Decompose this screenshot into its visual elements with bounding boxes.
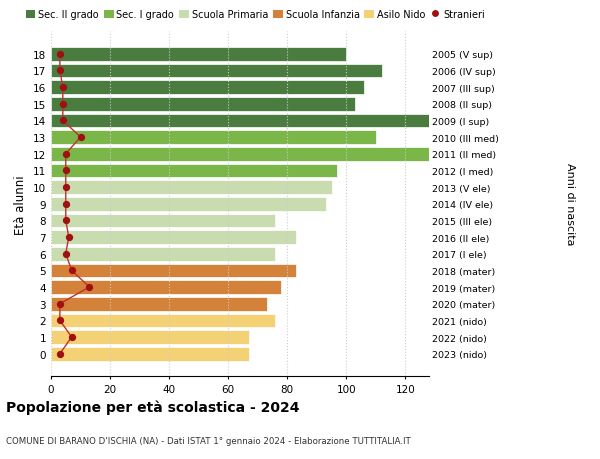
Point xyxy=(61,251,71,258)
Bar xyxy=(51,330,249,344)
Point xyxy=(55,67,65,75)
Text: Popolazione per età scolastica - 2024: Popolazione per età scolastica - 2024 xyxy=(6,399,299,414)
Bar xyxy=(51,247,275,261)
Point xyxy=(55,300,65,308)
Bar xyxy=(51,147,429,161)
Bar xyxy=(51,64,382,78)
Bar xyxy=(51,81,364,95)
Bar xyxy=(51,264,296,278)
Bar xyxy=(51,280,281,294)
Bar xyxy=(51,98,355,111)
Bar xyxy=(51,48,346,62)
Point xyxy=(58,84,68,91)
Point xyxy=(61,184,71,191)
Bar xyxy=(51,297,266,311)
Legend: Sec. II grado, Sec. I grado, Scuola Primaria, Scuola Infanzia, Asilo Nido, Stran: Sec. II grado, Sec. I grado, Scuola Prim… xyxy=(22,6,488,24)
Point xyxy=(61,201,71,208)
Point xyxy=(58,101,68,108)
Text: COMUNE DI BARANO D'ISCHIA (NA) - Dati ISTAT 1° gennaio 2024 - Elaborazione TUTTI: COMUNE DI BARANO D'ISCHIA (NA) - Dati IS… xyxy=(6,436,411,445)
Bar xyxy=(51,114,429,128)
Y-axis label: Anni di nascita: Anni di nascita xyxy=(565,163,575,246)
Bar xyxy=(51,131,376,145)
Point xyxy=(76,134,85,141)
Point xyxy=(67,267,76,274)
Point xyxy=(55,350,65,358)
Y-axis label: Età alunni: Età alunni xyxy=(14,174,28,234)
Bar xyxy=(51,181,332,195)
Bar xyxy=(51,164,337,178)
Point xyxy=(61,168,71,175)
Bar xyxy=(51,314,275,327)
Point xyxy=(55,51,65,58)
Bar xyxy=(51,347,249,361)
Bar xyxy=(51,231,296,244)
Point xyxy=(61,151,71,158)
Point xyxy=(58,118,68,125)
Point xyxy=(85,284,94,291)
Point xyxy=(55,317,65,325)
Point xyxy=(61,217,71,224)
Bar xyxy=(51,197,326,211)
Point xyxy=(67,334,76,341)
Point xyxy=(64,234,74,241)
Bar xyxy=(51,214,275,228)
